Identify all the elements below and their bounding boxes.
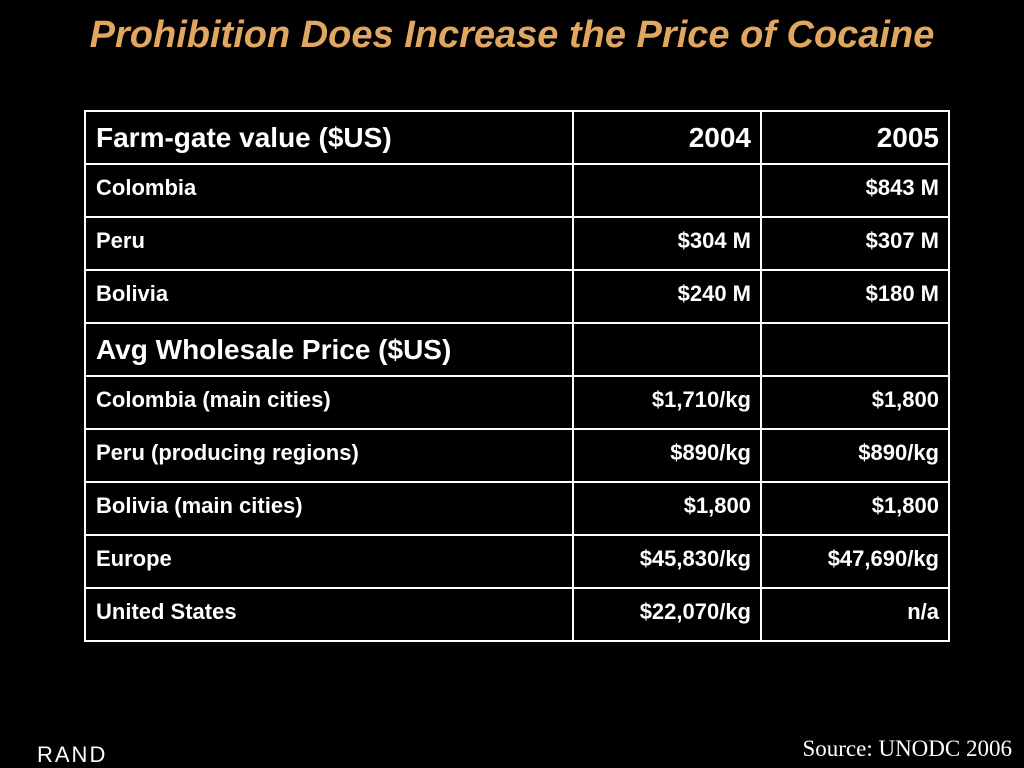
- year-2004-header: 2004: [572, 110, 762, 165]
- row-label: Peru (producing regions): [84, 428, 574, 483]
- row-label: Peru: [84, 216, 574, 271]
- value-2005: [760, 322, 950, 377]
- value-2004: [572, 163, 762, 218]
- table-row: Bolivia $240 M $180 M: [84, 269, 950, 324]
- value-2005: $843 M: [760, 163, 950, 218]
- table-row: United States $22,070/kg n/a: [84, 587, 950, 642]
- row-label: Europe: [84, 534, 574, 589]
- table-row: Colombia (main cities) $1,710/kg $1,800: [84, 375, 950, 430]
- rand-logo: RAND: [37, 742, 108, 767]
- value-2005: $180 M: [760, 269, 950, 324]
- value-2004: $1,710/kg: [572, 375, 762, 430]
- slide-title: Prohibition Does Increase the Price of C…: [89, 14, 935, 56]
- value-2004: $890/kg: [572, 428, 762, 483]
- row-label: Colombia (main cities): [84, 375, 574, 430]
- value-2004: $45,830/kg: [572, 534, 762, 589]
- value-2004: $1,800: [572, 481, 762, 536]
- value-2004: $240 M: [572, 269, 762, 324]
- value-2005: $890/kg: [760, 428, 950, 483]
- row-label: Bolivia (main cities): [84, 481, 574, 536]
- table-header-row-wholesale: Avg Wholesale Price ($US): [84, 322, 950, 377]
- price-table: Farm-gate value ($US) 2004 2005 Colombia…: [84, 110, 950, 642]
- row-label: Bolivia: [84, 269, 574, 324]
- value-2005: $1,800: [760, 481, 950, 536]
- table-row: Bolivia (main cities) $1,800 $1,800: [84, 481, 950, 536]
- table-header-row-farm-gate: Farm-gate value ($US) 2004 2005: [84, 110, 950, 165]
- value-2005: n/a: [760, 587, 950, 642]
- table-row: Europe $45,830/kg $47,690/kg: [84, 534, 950, 589]
- year-2005-header: 2005: [760, 110, 950, 165]
- table-row: Colombia $843 M: [84, 163, 950, 218]
- value-2005: $47,690/kg: [760, 534, 950, 589]
- value-2005: $307 M: [760, 216, 950, 271]
- value-2004: $304 M: [572, 216, 762, 271]
- row-label: Colombia: [84, 163, 574, 218]
- value-2005: $1,800: [760, 375, 950, 430]
- value-2004: [572, 322, 762, 377]
- table-row: Peru (producing regions) $890/kg $890/kg: [84, 428, 950, 483]
- source-citation: Source: UNODC 2006: [802, 736, 1012, 761]
- row-label: United States: [84, 587, 574, 642]
- value-2004: $22,070/kg: [572, 587, 762, 642]
- row-label: Avg Wholesale Price ($US): [84, 322, 574, 377]
- row-label: Farm-gate value ($US): [84, 110, 574, 165]
- table-row: Peru $304 M $307 M: [84, 216, 950, 271]
